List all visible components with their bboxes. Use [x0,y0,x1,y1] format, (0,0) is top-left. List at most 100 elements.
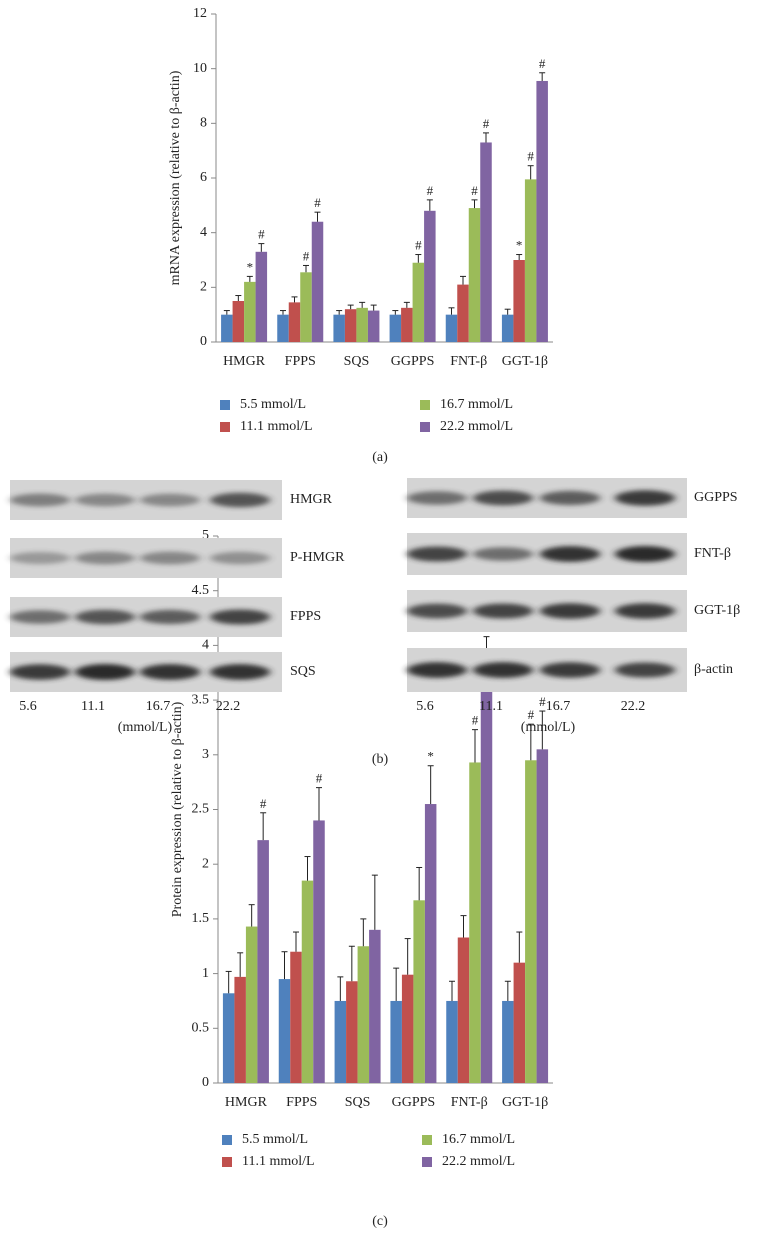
bar [278,979,291,1083]
blot-band [75,551,135,565]
blot-strip [10,480,282,520]
significance-marker: # [539,56,546,71]
error-bar [426,199,433,211]
significance-marker: # [427,183,434,198]
error-bar [392,310,399,315]
error-bar [337,976,344,1001]
significance-marker: # [303,248,310,263]
significance-marker: # [471,183,478,198]
bar [501,314,514,342]
bar [401,307,413,342]
lane-label: 16.7 [546,699,571,714]
blot-strip [10,652,282,692]
y-tick-label: 10 [193,61,207,76]
error-bar [527,165,534,180]
bar [290,951,302,1083]
y-tick-label: 2 [200,280,207,295]
x-tick-label: SQS [344,354,370,369]
y-tick-label: 1 [202,966,209,981]
bar [255,251,268,342]
blot-label: FNT-β [694,546,731,561]
error-bar [336,310,343,315]
legend-label: 22.2 mmol/L [442,1154,515,1169]
bar [513,962,526,1083]
blot-band [473,547,533,561]
blot-band [615,662,675,678]
bar [300,272,312,342]
y-tick-label: 0.5 [192,1021,210,1036]
significance-marker: # [258,227,265,242]
blot-band [75,493,135,507]
error-bar [246,275,253,282]
error-bar [303,264,309,273]
caption: (b) [372,752,389,767]
legend-swatch [222,1135,232,1145]
bar [288,302,301,342]
legend-swatch [222,1157,232,1167]
blot-band [615,603,675,619]
blot-label: FPPS [290,609,321,624]
blot-band [75,664,135,680]
x-tick-label: GGPPS [392,1095,436,1110]
legend-swatch [422,1157,432,1167]
bar [446,1000,458,1083]
legend-label: 22.2 mmol/L [440,419,513,434]
error-bar [223,310,230,315]
significance-marker: # [472,713,479,728]
bar [536,749,549,1083]
legend-label: 11.1 mmol/L [242,1154,315,1169]
error-bar [539,72,546,81]
y-tick-label: 6 [200,170,207,185]
y-tick-label: 0 [202,1075,209,1090]
y-tick-label: 8 [200,116,207,131]
error-bar [403,301,410,308]
error-bar [248,904,255,927]
error-bar [404,938,411,975]
error-bar [359,301,366,308]
bar [311,221,324,342]
error-bar [471,199,478,209]
x-tick-label: FPPS [286,1095,317,1110]
error-bar [415,254,422,263]
bar [245,926,258,1083]
error-bar [370,304,377,311]
blot-band [615,546,675,562]
error-bar [393,967,400,1001]
x-tick-label: GGT-1β [502,1095,548,1110]
blot-band [540,546,600,562]
bar [513,260,525,342]
blot-strip [407,590,687,632]
bar [313,820,325,1083]
blot-strip [407,648,687,692]
significance-marker: # [539,694,546,709]
bar [356,307,368,342]
blot-band [10,610,70,624]
caption: (a) [372,450,388,465]
blot-band [540,662,600,678]
blot-band [210,551,270,565]
bar [333,314,345,342]
x-tick-label: FNT-β [450,354,487,369]
y-tick-label: 3 [202,747,209,762]
legend-swatch [420,422,430,432]
blot-label: GGT-1β [694,603,740,618]
legend-label: 11.1 mmol/L [240,419,313,434]
error-bar [539,710,546,750]
bar [390,1000,402,1083]
error-bar [427,765,434,805]
significance-marker: # [260,796,267,811]
y-tick-label: 1.5 [192,911,210,926]
bar [334,1000,347,1083]
y-tick-label: 3.5 [192,692,210,707]
bar [469,762,481,1083]
significance-marker: # [314,195,321,210]
x-tick-label: HMGR [223,354,266,369]
blot-band [10,493,70,507]
blot-band [140,551,200,565]
y-tick-label: 5 [202,528,209,543]
blot-label: SQS [290,664,316,679]
y-tick-label: 4 [202,638,209,653]
error-bar [460,915,467,938]
blot-band [140,609,200,625]
error-bar [449,980,455,1001]
